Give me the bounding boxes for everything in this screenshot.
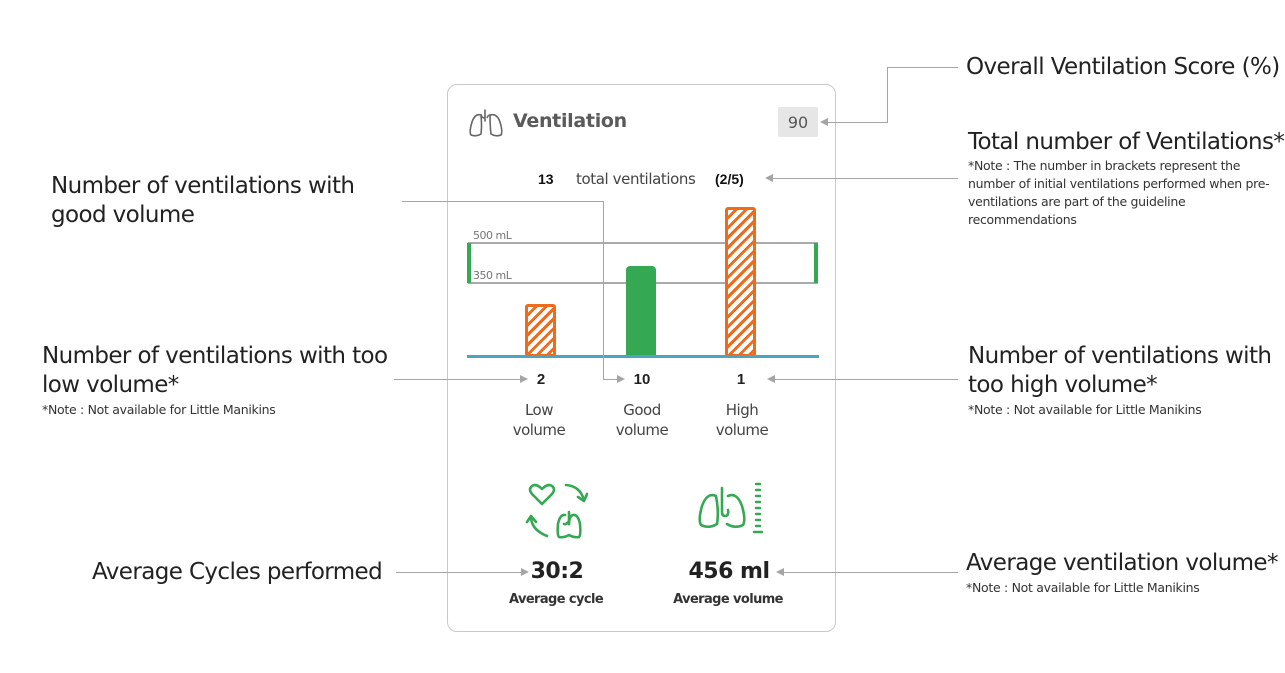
heart-lungs-cycle-icon [524, 480, 588, 542]
high-annotation-line2: too high volume* [968, 372, 1158, 398]
bar-high-volume [725, 207, 756, 357]
low-annotation-line1: Number of ventilations with too [42, 343, 388, 369]
high-leader-line [775, 379, 958, 380]
total-ventilations-count: 13 [538, 171, 554, 187]
low-annotation-title: Number of ventilations with too low volu… [42, 342, 388, 400]
low-annotation-note: *Note : Not available for Little Manikin… [42, 402, 276, 417]
good-leader-line [402, 201, 604, 202]
average-cycle-value: 30:2 [530, 559, 584, 584]
average-volume-value: 456 ml [688, 559, 770, 584]
high-volume-label-line2: volume [715, 421, 769, 439]
score-annotation-title: Overall Ventilation Score (%) [966, 54, 1280, 80]
low-annotation-line2: low volume* [42, 372, 179, 398]
good-volume-label-line1: Good [623, 401, 661, 419]
good-annotation-line2: good volume [51, 202, 195, 228]
upper-range-line [468, 242, 818, 244]
score-leader-arrow [820, 118, 828, 126]
chart-baseline [467, 355, 819, 358]
bar-low-volume [525, 304, 556, 357]
total-leader-arrow [765, 174, 773, 182]
score-leader-line [887, 67, 958, 68]
good-annotation-line1: Number of ventilations with [51, 173, 355, 199]
low-volume-label: Low volume [499, 400, 579, 440]
initial-ventilations-count: (2/5) [715, 171, 744, 187]
avg-volume-annotation-note: *Note : Not available for Little Manikin… [966, 580, 1200, 595]
good-leader-arrow [617, 375, 625, 383]
good-volume-label: Good volume [602, 400, 682, 440]
high-volume-label: High volume [702, 400, 782, 440]
good-leader-line-end [603, 379, 619, 380]
low-volume-label-line2: volume [512, 421, 566, 439]
good-volume-label-line2: volume [615, 421, 669, 439]
good-leader-line-vertical [603, 201, 604, 380]
high-leader-arrow [767, 375, 775, 383]
low-volume-label-line1: Low [524, 401, 554, 419]
total-annotation-note: *Note : The number in brackets represent… [968, 158, 1270, 227]
average-volume-label: Average volume [673, 592, 783, 607]
card-title: Ventilation [513, 110, 627, 132]
score-badge: 90 [778, 107, 818, 137]
high-annotation-note: *Note : Not available for Little Manikin… [968, 402, 1202, 417]
total-leader-line [772, 178, 958, 179]
cycles-leader-line [396, 572, 522, 573]
lungs-icon [468, 108, 504, 138]
lungs-gauge-icon [695, 482, 765, 540]
high-volume-label-line1: High [725, 401, 759, 419]
good-volume-count: 10 [633, 371, 651, 388]
lower-range-label: 350 mL [473, 269, 512, 282]
high-annotation-line1: Number of ventilations with [968, 343, 1272, 369]
range-band-right-marker [814, 243, 818, 283]
score-leader-line-vertical [887, 67, 888, 122]
cycles-annotation-title: Average Cycles performed [92, 559, 383, 585]
high-annotation-title: Number of ventilations with too high vol… [968, 342, 1272, 400]
low-leader-arrow [520, 375, 528, 383]
avg-volume-annotation-title: Average ventilation volume* [966, 550, 1278, 576]
bar-good-volume [626, 266, 656, 357]
low-volume-count: 2 [536, 371, 546, 388]
good-annotation-title: Number of ventilations with good volume [51, 172, 355, 230]
range-band-left-marker [467, 243, 471, 283]
score-leader-line-horizontal [827, 122, 888, 123]
upper-range-label: 500 mL [473, 229, 512, 242]
avg-volume-leader-arrow [776, 568, 784, 576]
low-leader-line [394, 379, 521, 380]
cycles-leader-arrow [521, 568, 529, 576]
total-ventilations-label: total ventilations [576, 170, 696, 188]
high-volume-count: 1 [736, 371, 746, 388]
average-cycle-label: Average cycle [508, 592, 604, 607]
total-annotation-title: Total number of Ventilations* [968, 129, 1285, 155]
avg-volume-leader-line [784, 572, 958, 573]
ventilation-card [447, 84, 836, 632]
